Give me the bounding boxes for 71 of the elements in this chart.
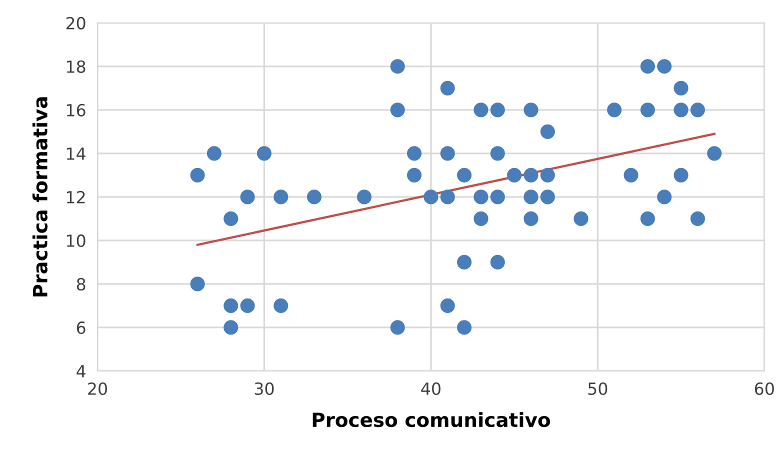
point [440,80,455,96]
point [240,298,255,313]
point [240,190,255,204]
point [707,146,722,161]
point [390,320,405,335]
point [640,59,655,74]
point [490,190,505,204]
point [274,298,288,313]
point [490,146,505,161]
point [424,190,438,204]
point [224,298,238,313]
point [674,168,688,182]
x-tick-label: 30 [254,382,274,395]
point [540,124,555,139]
point [440,298,455,313]
x-tick-label: 20 [88,382,107,395]
point [690,211,705,226]
point [524,211,538,226]
point [206,146,222,161]
y-tick-label: 6 [76,321,86,334]
point [490,102,505,118]
point [540,168,555,182]
point [674,80,688,96]
point [457,254,472,270]
point [624,168,638,182]
point [574,211,588,226]
point [474,211,488,226]
point [640,102,655,118]
point [406,168,422,182]
point [474,190,488,204]
point [406,146,422,161]
y-tick-label: 18 [67,60,86,73]
point [640,211,655,226]
point [390,59,405,74]
point [524,168,538,182]
point [474,102,488,118]
point [440,146,455,161]
x-tick-label: 50 [588,382,608,395]
point [274,190,288,204]
point [390,102,405,118]
y-tick-label: 16 [67,104,86,116]
y-tick-label: 10 [67,234,86,248]
y-tick-label: 8 [76,278,86,291]
point [457,320,472,335]
point [356,190,372,204]
point [190,168,205,182]
point [524,102,538,118]
y-tick-label: 4 [76,365,86,378]
point [657,190,672,204]
point [306,190,322,204]
point [607,102,622,118]
point [256,146,272,161]
point [224,320,238,335]
point [224,211,238,226]
y-axis-title: Practica formativa [32,97,48,296]
point [524,190,538,204]
x-tick-label: 40 [421,382,440,395]
y-tick-label: 12 [67,190,85,204]
point [490,254,505,270]
y-tick-label: 20 [66,16,86,30]
point [440,190,455,204]
point [657,59,672,74]
point [674,102,688,118]
point [457,168,472,182]
point [690,102,705,118]
point [190,276,205,292]
x-tick-label: 60 [754,382,774,395]
point [540,190,555,204]
x-axis-title: Proceso comunicativo [312,412,550,428]
y-tick-label: 14 [67,148,86,160]
point [507,168,522,182]
